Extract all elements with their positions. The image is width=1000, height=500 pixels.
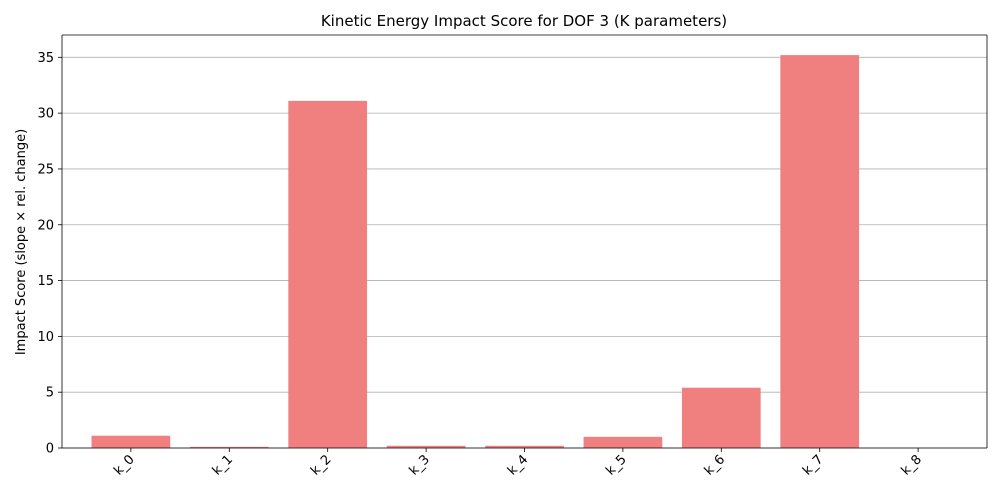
x-tick-label: k_0 xyxy=(111,452,137,478)
bar xyxy=(583,436,663,448)
x-tick-label: k_2 xyxy=(308,452,334,478)
x-tick-label: k_3 xyxy=(407,452,433,478)
chart-title: Kinetic Energy Impact Score for DOF 3 (K… xyxy=(321,12,727,30)
bar xyxy=(91,435,171,448)
y-ticks: 0 5 10 15 20 25 30 35 xyxy=(37,51,62,457)
y-tick-label: 10 xyxy=(37,330,54,345)
x-tick-label: k_6 xyxy=(702,452,728,478)
bar xyxy=(780,55,860,449)
bar xyxy=(485,445,564,448)
x-tick-label: k_7 xyxy=(800,452,826,478)
x-tick-label: k_5 xyxy=(603,452,629,478)
bar xyxy=(386,445,466,448)
x-ticks: k_0 k_1 k_2 k_3 k_4 k_5 k_6 k_7 k_8 xyxy=(111,448,925,479)
y-axis-label: Impact Score (slope × rel. change) xyxy=(14,129,29,355)
bar xyxy=(681,387,761,448)
y-tick-label: 30 xyxy=(37,107,54,122)
x-tick-label: k_4 xyxy=(505,452,531,478)
y-tick-label: 5 xyxy=(46,386,54,401)
y-tick-label: 0 xyxy=(46,442,54,457)
y-tick-label: 15 xyxy=(37,274,54,289)
bars xyxy=(91,55,860,449)
x-tick-label: k_1 xyxy=(210,452,236,478)
y-tick-label: 25 xyxy=(37,162,54,177)
bar xyxy=(189,446,269,448)
gridlines xyxy=(62,56,987,449)
y-tick-label: 35 xyxy=(37,51,54,66)
y-tick-label: 20 xyxy=(37,218,54,233)
x-tick-label: k_8 xyxy=(899,452,925,478)
bar xyxy=(288,100,368,449)
